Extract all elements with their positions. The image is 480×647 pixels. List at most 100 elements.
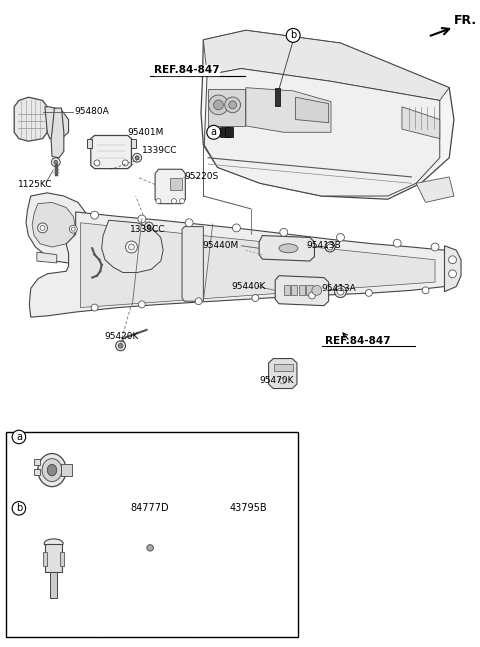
Text: 95420K: 95420K: [104, 332, 138, 341]
Polygon shape: [51, 108, 64, 158]
Circle shape: [180, 199, 184, 204]
Bar: [220, 127, 230, 137]
Circle shape: [214, 100, 223, 110]
Polygon shape: [201, 30, 454, 199]
Polygon shape: [246, 88, 331, 132]
Polygon shape: [26, 193, 92, 263]
Bar: [132, 138, 136, 148]
Circle shape: [69, 225, 77, 233]
Circle shape: [195, 298, 202, 305]
Circle shape: [118, 344, 123, 348]
Ellipse shape: [42, 459, 62, 481]
Polygon shape: [32, 203, 76, 247]
Circle shape: [91, 304, 98, 311]
Circle shape: [40, 225, 45, 230]
Bar: [291, 285, 298, 295]
Circle shape: [227, 571, 232, 576]
Circle shape: [135, 156, 139, 160]
Circle shape: [252, 294, 259, 302]
Circle shape: [431, 243, 439, 251]
Text: FR.: FR.: [454, 14, 477, 27]
Bar: [34, 459, 40, 465]
Circle shape: [449, 256, 456, 264]
Polygon shape: [204, 30, 449, 100]
Circle shape: [336, 234, 344, 241]
Circle shape: [171, 199, 177, 204]
Circle shape: [335, 286, 347, 298]
Polygon shape: [259, 236, 314, 261]
Text: a: a: [211, 127, 217, 137]
Ellipse shape: [48, 465, 57, 476]
Circle shape: [122, 160, 128, 166]
Polygon shape: [444, 246, 461, 292]
Circle shape: [449, 270, 456, 278]
Circle shape: [72, 227, 75, 231]
Text: 1339CC: 1339CC: [142, 146, 177, 155]
Polygon shape: [102, 220, 163, 272]
Circle shape: [209, 95, 228, 115]
Circle shape: [138, 215, 146, 223]
Text: 95440M: 95440M: [203, 241, 239, 250]
Polygon shape: [204, 69, 440, 196]
Bar: [299, 285, 305, 295]
Bar: [50, 572, 58, 598]
Text: 95220S: 95220S: [184, 172, 219, 181]
Circle shape: [51, 158, 60, 167]
Bar: [225, 127, 233, 137]
Bar: [306, 285, 312, 295]
Circle shape: [156, 199, 161, 204]
Bar: [274, 364, 293, 371]
Polygon shape: [275, 276, 329, 305]
Bar: [34, 469, 40, 475]
Text: REF.84-847: REF.84-847: [154, 65, 219, 76]
Circle shape: [365, 289, 372, 296]
Polygon shape: [155, 170, 185, 204]
Circle shape: [232, 224, 240, 232]
Circle shape: [228, 101, 237, 109]
Text: a: a: [16, 432, 22, 442]
Circle shape: [116, 341, 125, 351]
Bar: [87, 138, 92, 148]
Circle shape: [185, 219, 193, 226]
Circle shape: [147, 225, 151, 228]
Bar: [43, 552, 47, 565]
Circle shape: [280, 378, 286, 384]
Polygon shape: [208, 89, 245, 126]
Text: 1125KC: 1125KC: [18, 180, 52, 189]
Text: 95401M: 95401M: [128, 127, 164, 137]
Circle shape: [325, 242, 335, 252]
Text: 95410K: 95410K: [32, 503, 69, 513]
Polygon shape: [402, 107, 440, 138]
Polygon shape: [416, 177, 454, 203]
Text: b: b: [16, 503, 22, 513]
Text: 95440K: 95440K: [232, 282, 266, 291]
Circle shape: [422, 287, 429, 294]
Polygon shape: [182, 226, 204, 302]
Bar: [284, 285, 290, 295]
Circle shape: [37, 223, 48, 233]
Bar: [275, 88, 280, 105]
Text: 95470K: 95470K: [259, 377, 294, 386]
Text: 43795B: 43795B: [229, 503, 267, 513]
Circle shape: [309, 292, 315, 299]
Circle shape: [126, 241, 137, 253]
Polygon shape: [269, 358, 297, 388]
Polygon shape: [91, 135, 132, 169]
Circle shape: [138, 301, 145, 308]
Text: 95430D: 95430D: [32, 432, 71, 442]
Ellipse shape: [38, 454, 66, 487]
Ellipse shape: [147, 545, 154, 551]
Circle shape: [224, 568, 235, 579]
Bar: [170, 178, 182, 190]
Polygon shape: [29, 212, 458, 317]
Polygon shape: [227, 567, 267, 580]
Circle shape: [144, 222, 154, 231]
Text: 84777D: 84777D: [131, 503, 169, 513]
Text: 1339CC: 1339CC: [130, 225, 166, 234]
Circle shape: [129, 244, 134, 250]
Bar: [60, 552, 64, 565]
Circle shape: [54, 160, 58, 164]
Bar: [6, 432, 298, 637]
Text: 95413B: 95413B: [306, 241, 341, 250]
Text: b: b: [290, 30, 296, 40]
